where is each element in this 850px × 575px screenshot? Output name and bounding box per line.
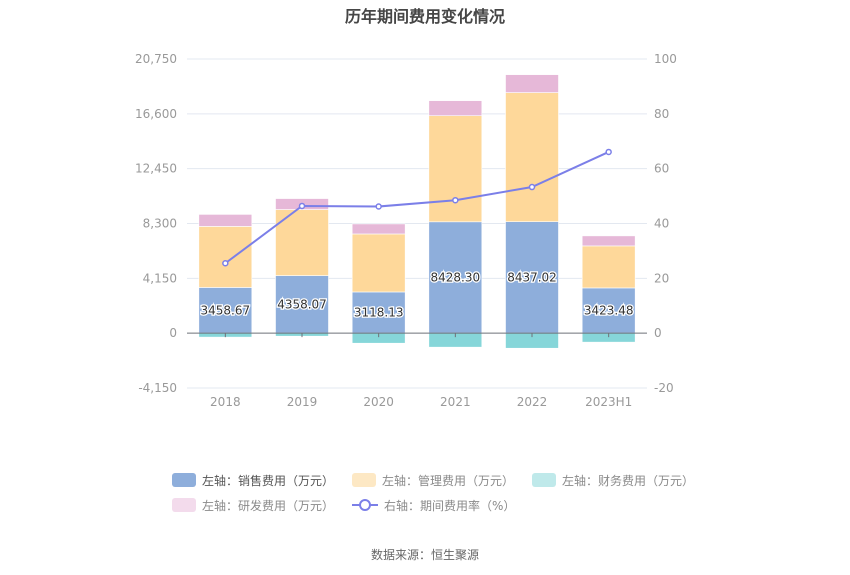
legend-swatch-sales [172, 473, 196, 487]
rate-point [375, 203, 382, 210]
legend-item-finance[interactable]: 左轴：财务费用（万元） [532, 472, 694, 489]
bar-sales [505, 221, 559, 334]
right-tick-label: 0 [654, 326, 662, 340]
legend-label-admin: 左轴：管理费用（万元） [382, 473, 515, 488]
x-tick-label: 2018 [210, 395, 241, 409]
rate-line [222, 148, 612, 267]
legend-swatch-finance [532, 473, 557, 487]
bar-rd [351, 223, 406, 235]
x-axis-ticks: 2018 2019 2020 2021 2022 2023H1 [210, 333, 632, 409]
right-tick-label: 80 [654, 107, 669, 121]
x-tick-label: 2022 [517, 395, 548, 409]
data-source: 数据来源：恒生聚源 [370, 548, 479, 562]
bar-rd [581, 235, 636, 247]
legend-label-rd: 左轴：研发费用（万元） [202, 498, 335, 513]
bar-sales [428, 221, 483, 334]
sales-data-label: 3118.13 [354, 306, 404, 320]
legend-line-circle-icon [352, 499, 379, 511]
legend-item-rate[interactable]: 右轴：期间费用率（%） [352, 497, 515, 514]
sales-data-label: 4358.07 [277, 297, 327, 311]
left-tick-label: 16,600 [135, 107, 177, 121]
right-tick-label: 40 [654, 217, 669, 231]
legend-label-rate: 右轴：期间费用率（%） [384, 498, 516, 513]
x-tick-label: 2020 [363, 395, 394, 409]
left-tick-label: 4,150 [143, 271, 177, 285]
left-tick-label: 20,750 [135, 52, 177, 66]
right-tick-label: 100 [654, 52, 677, 66]
left-tick-label: 0 [169, 326, 177, 340]
bar-rd [428, 100, 483, 117]
grid-lines [187, 58, 647, 389]
sales-data-label: 3458.67 [201, 303, 251, 317]
bar-rd [505, 74, 559, 93]
right-axis-ticks: -20 0 20 40 60 80 100 [654, 52, 677, 395]
bar-admin [351, 233, 406, 293]
bar-sales [351, 291, 406, 334]
sales-data-label: 8428.30 [431, 270, 481, 284]
x-tick-label: 2021 [440, 395, 471, 409]
left-tick-label: 8,300 [143, 217, 177, 231]
legend-label-sales: 左轴：销售费用（万元） [202, 473, 335, 488]
rate-point [298, 202, 306, 210]
bar-admin [428, 115, 483, 223]
legend-swatch-rd [172, 498, 196, 512]
right-tick-label: 60 [654, 162, 669, 176]
legend-item-rd[interactable]: 左轴：研发费用（万元） [172, 497, 334, 514]
sales-data-label: 3423.48 [584, 304, 634, 318]
rate-point [528, 183, 536, 191]
bar-sales [198, 287, 253, 334]
left-tick-label: 12,450 [135, 162, 177, 176]
rate-point [605, 148, 612, 156]
legend-item-admin[interactable]: 左轴：管理费用（万元） [352, 472, 514, 489]
legend-label-finance: 左轴：财务费用（万元） [562, 473, 695, 488]
left-tick-label: -4,150 [138, 381, 177, 395]
legend: 左轴：销售费用（万元） 左轴：管理费用（万元） 左轴：财务费用（万元） 左轴：研… [172, 472, 694, 522]
right-tick-label: -20 [654, 381, 674, 395]
data-labels: 3458.67 4358.07 3118.13 8428.30 8437.02 3423.… [199, 269, 634, 321]
left-axis-ticks: -4,150 0 4,150 8,300 12,450 16,600 20,750 [135, 52, 177, 395]
chart-title: 历年期间费用变化情况 [344, 7, 505, 26]
rate-line-path [224, 151, 610, 265]
x-tick-label: 2023H1 [585, 395, 632, 409]
bars [198, 74, 636, 349]
rate-point [222, 260, 229, 267]
bar-admin [198, 226, 253, 288]
legend-item-sales[interactable]: 左轴：销售费用（万元） [172, 472, 334, 489]
bar-admin [505, 92, 559, 222]
right-tick-label: 20 [654, 271, 669, 285]
bar-rd [198, 214, 253, 227]
sales-data-label: 8437.02 [507, 270, 557, 284]
chart-canvas: -4,150 0 4,150 8,300 12,450 16,600 20,750 -20 0… [135, 52, 677, 409]
bar-admin [581, 245, 636, 289]
rate-point [452, 196, 459, 204]
legend-swatch-admin [352, 473, 377, 487]
x-tick-label: 2019 [287, 395, 318, 409]
